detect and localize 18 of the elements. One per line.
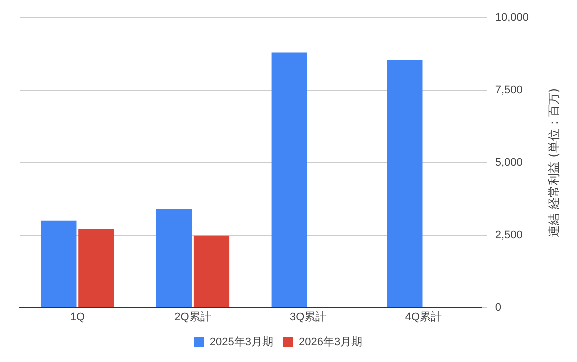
x-tick-label: 4Q累計 (405, 310, 442, 324)
y-tick-label: 5,000 (495, 156, 523, 169)
x-tick-label: 2Q累計 (174, 310, 212, 324)
legend-label: 2026年3月期 (299, 336, 363, 349)
bar (41, 220, 77, 308)
y-tick-label: 7,500 (495, 84, 523, 96)
bar (78, 230, 114, 308)
bar (194, 236, 230, 308)
x-tick-label: 1Q (70, 311, 86, 324)
y-axis-title: 連結 経常利益 (単位：百万) (547, 88, 562, 238)
bar (156, 209, 192, 308)
y-tick-label: 10,000 (495, 12, 530, 24)
legend-label: 2025年3月期 (210, 336, 274, 349)
x-tick-label: 3Q累計 (290, 310, 327, 324)
bar (272, 52, 308, 308)
y-tick-label: 0 (495, 302, 502, 314)
bar (387, 60, 423, 308)
y-tick-label: 2,500 (495, 229, 523, 242)
